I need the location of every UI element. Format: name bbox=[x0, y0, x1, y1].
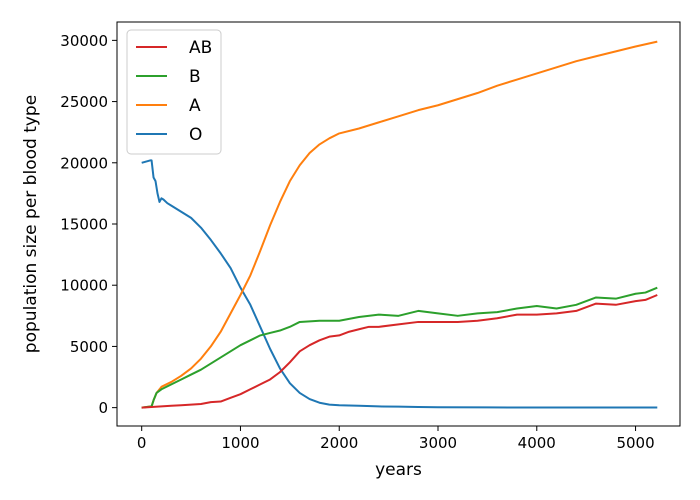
series-line-b bbox=[141, 286, 658, 409]
y-tick-label: 0 bbox=[98, 399, 108, 417]
y-tick-label: 5000 bbox=[70, 338, 108, 356]
x-axis-title: years bbox=[375, 460, 422, 480]
y-tick-label: 30000 bbox=[60, 32, 108, 50]
series-layer bbox=[141, 40, 658, 409]
legend-label-ab: AB bbox=[189, 38, 212, 58]
legend: AB BAO bbox=[126, 29, 222, 155]
x-tick-label: 1000 bbox=[221, 434, 259, 452]
y-tick-label: 15000 bbox=[60, 216, 108, 234]
legend-label-b: B bbox=[189, 67, 201, 87]
x-tick-label: 0 bbox=[137, 434, 147, 452]
legend-label-a: A bbox=[189, 96, 201, 116]
x-tick-label: 4000 bbox=[518, 434, 556, 452]
x-tick-label: 5000 bbox=[616, 434, 654, 452]
series-line-o bbox=[141, 159, 658, 409]
y-axis: 0 5000 10000 15000 20000 25000 30000 bbox=[60, 32, 117, 417]
x-axis: 0 1000 2000 3000 4000 5000 bbox=[137, 426, 655, 452]
legend-label-o: O bbox=[189, 125, 202, 145]
series-line-ab bbox=[141, 294, 658, 409]
legend-box bbox=[126, 29, 222, 155]
series-line-a bbox=[141, 40, 658, 409]
y-axis-title: population size per blood type bbox=[21, 95, 41, 353]
y-tick-label: 20000 bbox=[60, 154, 108, 172]
y-tick-label: 25000 bbox=[60, 93, 108, 111]
x-tick-label: 3000 bbox=[419, 434, 457, 452]
x-tick-label: 2000 bbox=[320, 434, 358, 452]
y-tick-label: 10000 bbox=[60, 277, 108, 295]
